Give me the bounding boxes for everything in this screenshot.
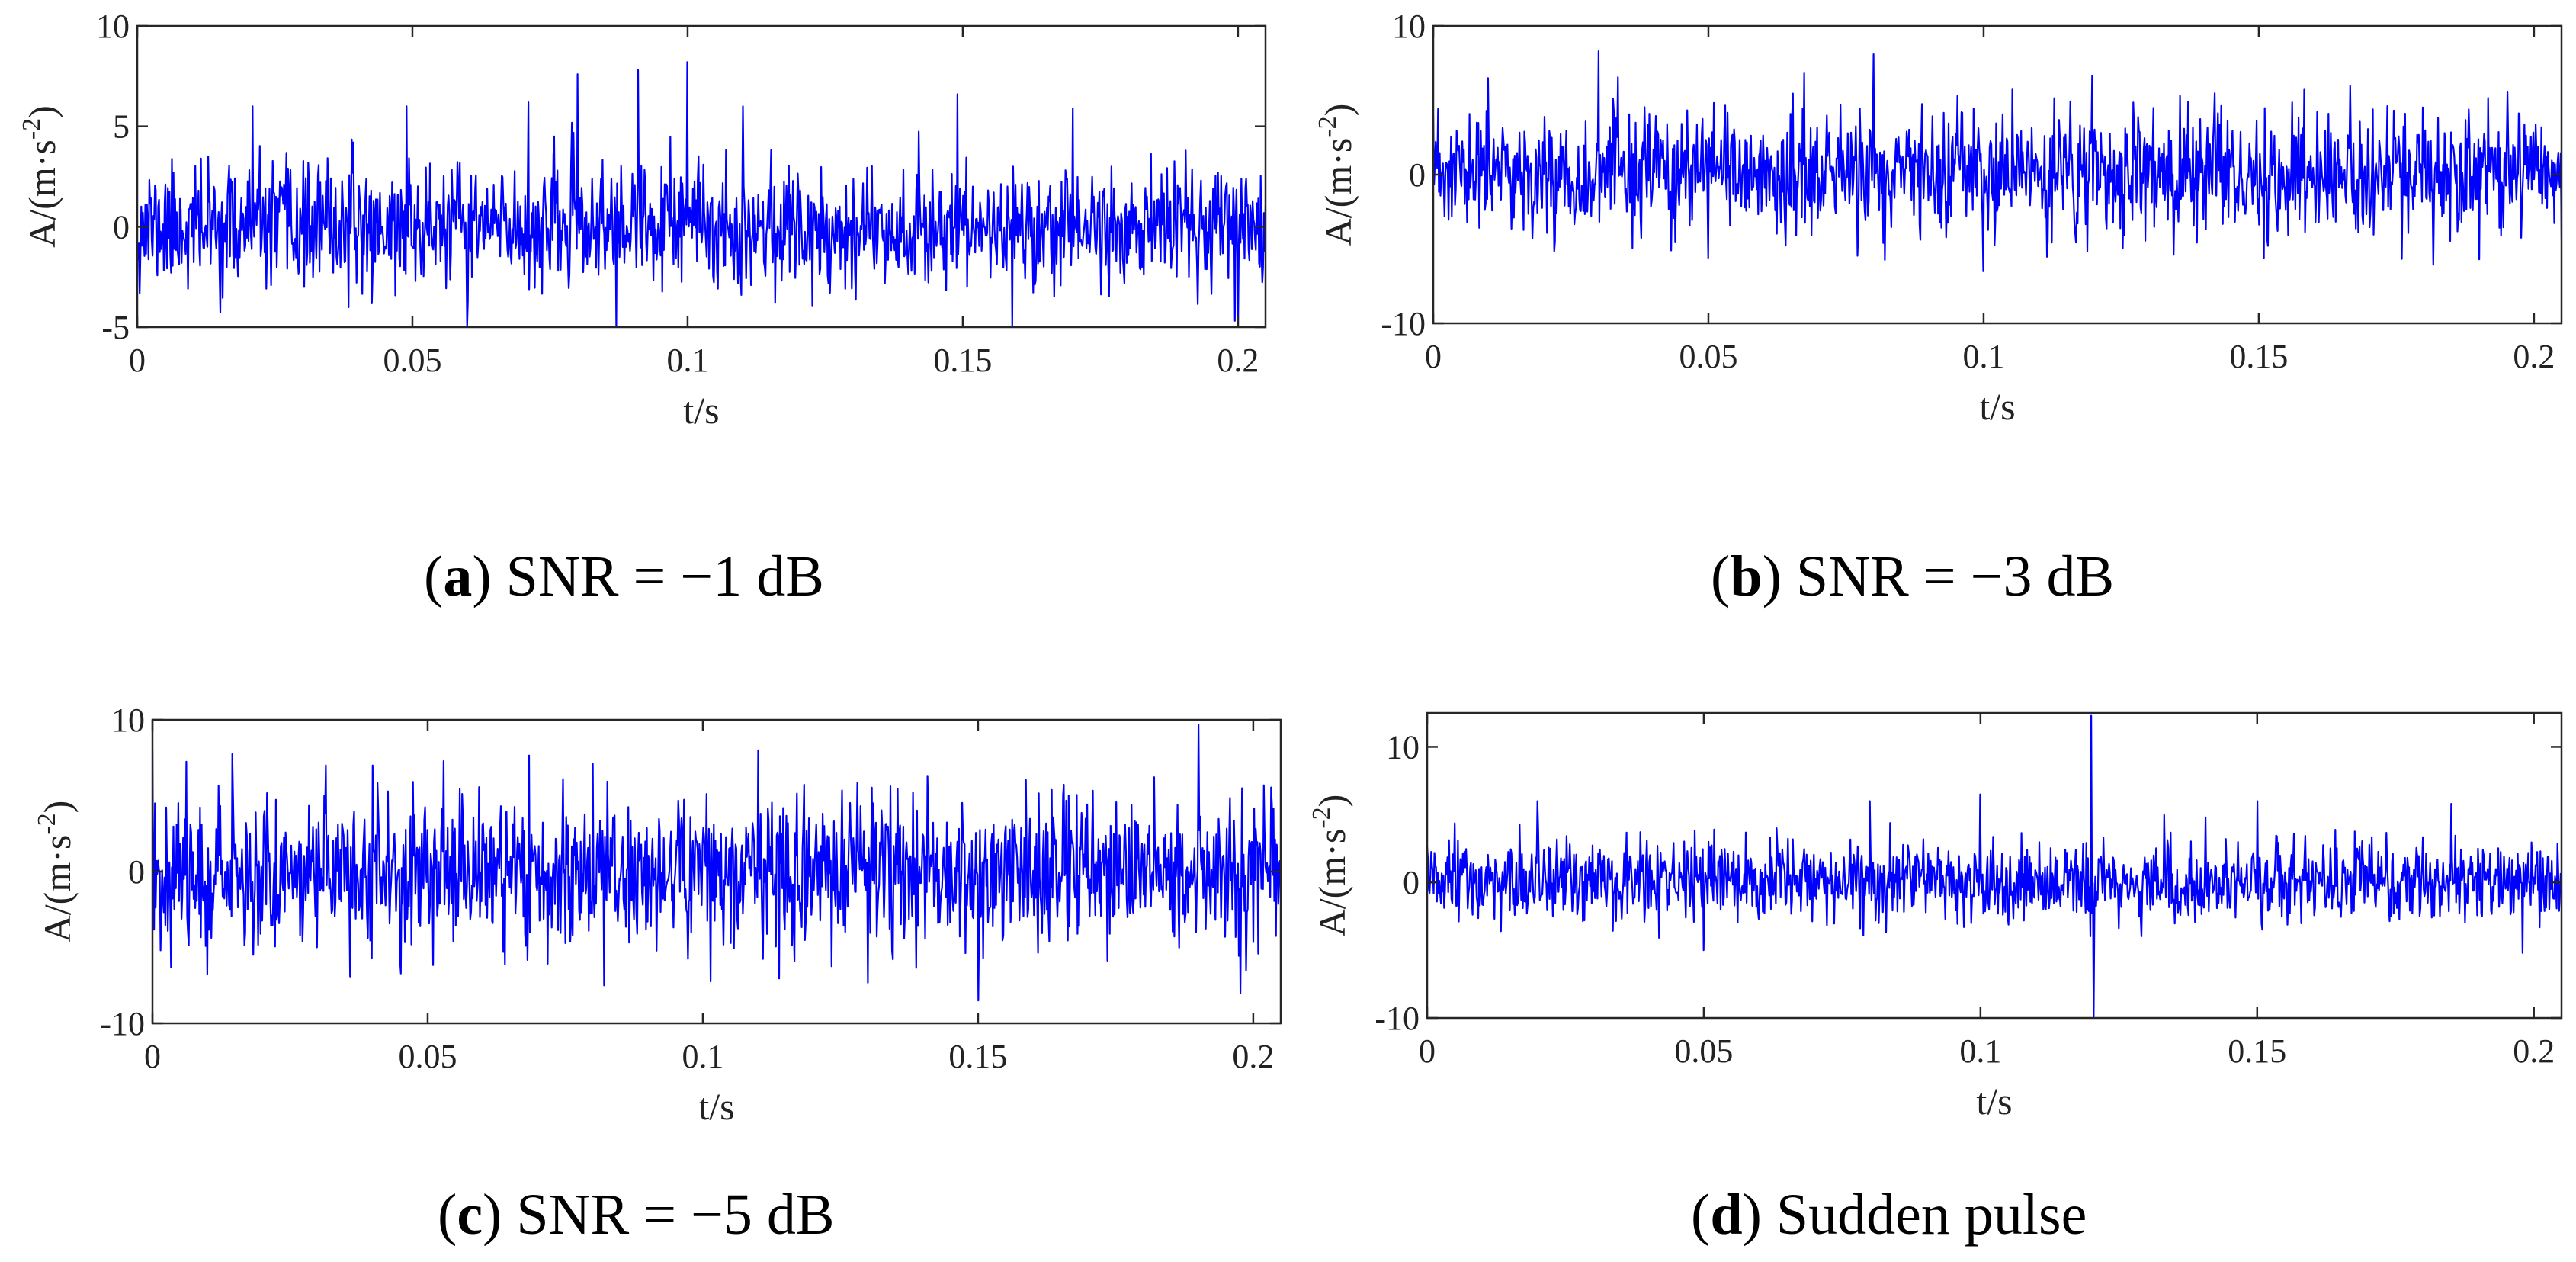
y-tick-label-b: 10 bbox=[1392, 8, 1426, 45]
series-line-a bbox=[137, 61, 1266, 327]
caption-c: (c) SNR = −5 dB bbox=[438, 1183, 835, 1247]
series-line-b bbox=[1433, 50, 2562, 272]
x-axis-label-a: t/s bbox=[683, 389, 719, 432]
x-tick-label-d: 0.15 bbox=[2228, 1032, 2286, 1070]
x-tick-label-b: 0.15 bbox=[2229, 338, 2288, 375]
y-tick-label-d: -10 bbox=[1375, 1000, 1420, 1037]
y-axis-label-b: A/(m·s-2) bbox=[1314, 104, 1359, 246]
axes-box-d bbox=[1426, 711, 2563, 1020]
y-tick-label-c: 10 bbox=[111, 702, 145, 739]
y-tick-label-d: 0 bbox=[1403, 864, 1420, 901]
series-line-c bbox=[152, 723, 1281, 1002]
y-tick-label-b: -10 bbox=[1381, 305, 1426, 342]
y-tick-label-c: -10 bbox=[100, 1005, 145, 1042]
axes-box-a bbox=[136, 24, 1267, 329]
y-tick-label-d: 10 bbox=[1386, 728, 1420, 766]
x-axis-label-d: t/s bbox=[1976, 1080, 2012, 1122]
x-tick-label-c: 0.2 bbox=[1232, 1038, 1274, 1075]
x-tick-label-a: 0 bbox=[129, 342, 146, 379]
x-tick-label-d: 0.05 bbox=[1674, 1032, 1733, 1070]
y-tick-label-c: 0 bbox=[128, 853, 145, 891]
x-tick-label-c: 0 bbox=[144, 1038, 161, 1075]
x-axis-label-b: t/s bbox=[1979, 385, 2015, 428]
series-line-d bbox=[1427, 714, 2562, 1018]
x-tick-label-c: 0.05 bbox=[398, 1038, 457, 1075]
y-axis-label-a: A/(m·s-2) bbox=[18, 105, 63, 248]
x-tick-label-c: 0.1 bbox=[682, 1038, 723, 1075]
x-tick-label-a: 0.1 bbox=[666, 342, 708, 379]
x-tick-label-a: 0.05 bbox=[383, 342, 441, 379]
y-tick-label-a: 10 bbox=[96, 8, 130, 45]
y-axis-label-d: A/(m·s-2) bbox=[1307, 795, 1353, 937]
x-tick-label-b: 0.05 bbox=[1679, 338, 1737, 375]
x-tick-label-a: 0.15 bbox=[933, 342, 992, 379]
y-tick-label-a: 0 bbox=[113, 208, 130, 246]
y-tick-label-b: 0 bbox=[1409, 156, 1426, 194]
caption-a: (a) SNR = −1 dB bbox=[424, 544, 824, 609]
caption-d: (d) Sudden pulse bbox=[1691, 1183, 2087, 1247]
x-axis-label-c: t/s bbox=[698, 1085, 734, 1128]
x-tick-label-d: 0.1 bbox=[1959, 1032, 2001, 1070]
caption-b: (b) SNR = −3 dB bbox=[1711, 544, 2115, 609]
x-tick-label-b: 0.2 bbox=[2513, 338, 2555, 375]
x-tick-label-d: 0.2 bbox=[2513, 1032, 2555, 1070]
y-axis-label-c: A/(m·s-2) bbox=[33, 801, 79, 943]
y-tick-label-a: 5 bbox=[113, 108, 130, 146]
x-tick-label-a: 0.2 bbox=[1217, 342, 1259, 379]
y-tick-label-a: -5 bbox=[101, 309, 130, 346]
x-tick-label-b: 0.1 bbox=[1962, 338, 2004, 375]
x-tick-label-b: 0 bbox=[1425, 338, 1442, 375]
x-tick-label-d: 0 bbox=[1419, 1032, 1436, 1070]
x-tick-label-c: 0.15 bbox=[948, 1038, 1007, 1075]
